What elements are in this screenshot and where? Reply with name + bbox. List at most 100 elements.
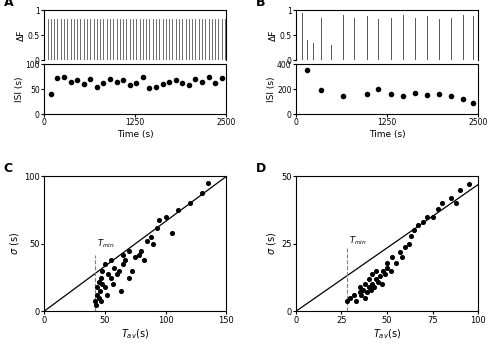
Point bbox=[358, 292, 366, 298]
Point bbox=[94, 284, 102, 290]
Point bbox=[423, 214, 431, 220]
Text: $T_{min}$: $T_{min}$ bbox=[97, 238, 115, 250]
Point bbox=[434, 206, 442, 211]
Point bbox=[346, 295, 354, 301]
Point bbox=[147, 234, 155, 240]
Point bbox=[343, 298, 351, 303]
Point bbox=[107, 257, 115, 263]
Point bbox=[435, 91, 443, 97]
Point bbox=[365, 284, 373, 290]
Point bbox=[372, 268, 380, 274]
Point bbox=[350, 292, 358, 298]
Point bbox=[93, 84, 101, 90]
Point bbox=[119, 78, 127, 83]
Point bbox=[383, 260, 391, 266]
Point bbox=[411, 90, 419, 96]
Point bbox=[438, 201, 446, 206]
Point bbox=[104, 271, 112, 276]
Point bbox=[414, 222, 422, 228]
Point bbox=[198, 79, 206, 84]
Text: B: B bbox=[256, 0, 265, 9]
Point bbox=[119, 261, 127, 267]
Point bbox=[401, 244, 409, 249]
Point bbox=[140, 257, 147, 263]
X-axis label: $T_{av}$(s): $T_{av}$(s) bbox=[121, 327, 149, 341]
Point bbox=[125, 275, 133, 280]
Point bbox=[378, 282, 386, 287]
Point bbox=[410, 228, 418, 233]
X-axis label: Time (s): Time (s) bbox=[117, 130, 154, 139]
Point bbox=[80, 82, 88, 87]
Point bbox=[469, 100, 477, 106]
Point bbox=[407, 233, 415, 238]
Point bbox=[153, 225, 161, 230]
Point bbox=[107, 275, 115, 280]
Point bbox=[152, 84, 160, 90]
Point bbox=[119, 252, 127, 257]
Point bbox=[95, 279, 102, 284]
Point bbox=[361, 282, 369, 287]
Point bbox=[91, 298, 99, 303]
Point bbox=[103, 292, 111, 298]
Y-axis label: ISI (s): ISI (s) bbox=[15, 76, 24, 102]
Point bbox=[380, 268, 387, 274]
Point bbox=[368, 271, 376, 276]
Point bbox=[396, 249, 404, 255]
Point bbox=[423, 92, 431, 98]
Point bbox=[162, 214, 169, 220]
Y-axis label: ISI (s): ISI (s) bbox=[266, 76, 276, 102]
Point bbox=[178, 81, 186, 86]
Point bbox=[317, 87, 325, 93]
X-axis label: $T_{av}$(s): $T_{av}$(s) bbox=[373, 327, 401, 341]
Point bbox=[303, 67, 310, 73]
Point bbox=[352, 298, 360, 303]
Point bbox=[405, 241, 413, 247]
Point bbox=[374, 279, 382, 284]
Point bbox=[101, 261, 109, 267]
Point bbox=[452, 201, 460, 206]
Point bbox=[392, 260, 400, 266]
Point bbox=[356, 284, 364, 290]
Point bbox=[113, 79, 121, 84]
Point bbox=[94, 292, 102, 298]
Text: A: A bbox=[4, 0, 13, 9]
Point bbox=[168, 230, 176, 236]
Point bbox=[374, 86, 382, 92]
Point bbox=[156, 217, 163, 222]
Point bbox=[365, 276, 373, 282]
Point bbox=[73, 78, 81, 83]
Point bbox=[132, 81, 140, 86]
Y-axis label: ΔF: ΔF bbox=[17, 30, 26, 41]
Text: C: C bbox=[4, 162, 13, 175]
Point bbox=[97, 275, 105, 280]
Point bbox=[356, 290, 364, 295]
Point bbox=[383, 265, 391, 271]
Point bbox=[185, 82, 193, 88]
Point bbox=[363, 91, 370, 97]
Point bbox=[126, 82, 134, 88]
Point bbox=[429, 214, 437, 220]
Point bbox=[143, 238, 151, 244]
Point bbox=[191, 76, 199, 82]
Point bbox=[387, 268, 395, 274]
Point bbox=[174, 207, 182, 213]
Point bbox=[99, 282, 106, 287]
Point bbox=[95, 295, 102, 301]
Point bbox=[165, 79, 173, 84]
Y-axis label: $\sigma$ (s): $\sigma$ (s) bbox=[265, 233, 278, 255]
Point bbox=[204, 180, 212, 186]
Point bbox=[145, 85, 153, 91]
Point bbox=[381, 271, 389, 276]
Point bbox=[363, 290, 371, 295]
Point bbox=[116, 268, 123, 274]
Point bbox=[54, 75, 61, 81]
Point bbox=[127, 268, 135, 274]
Point bbox=[131, 255, 139, 260]
Point bbox=[204, 74, 212, 80]
Point bbox=[359, 287, 367, 293]
Y-axis label: $\sigma$ (s): $\sigma$ (s) bbox=[8, 233, 21, 255]
Point bbox=[109, 282, 117, 287]
Point bbox=[135, 252, 142, 257]
Point bbox=[159, 82, 166, 87]
Point bbox=[67, 79, 75, 84]
